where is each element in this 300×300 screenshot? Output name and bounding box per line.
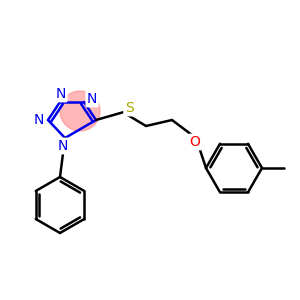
Text: S: S xyxy=(124,101,134,115)
Text: O: O xyxy=(190,135,200,149)
Text: N: N xyxy=(34,113,44,127)
Text: N: N xyxy=(87,92,97,106)
Text: N: N xyxy=(58,139,68,153)
Text: N: N xyxy=(56,87,66,101)
Circle shape xyxy=(60,91,100,131)
